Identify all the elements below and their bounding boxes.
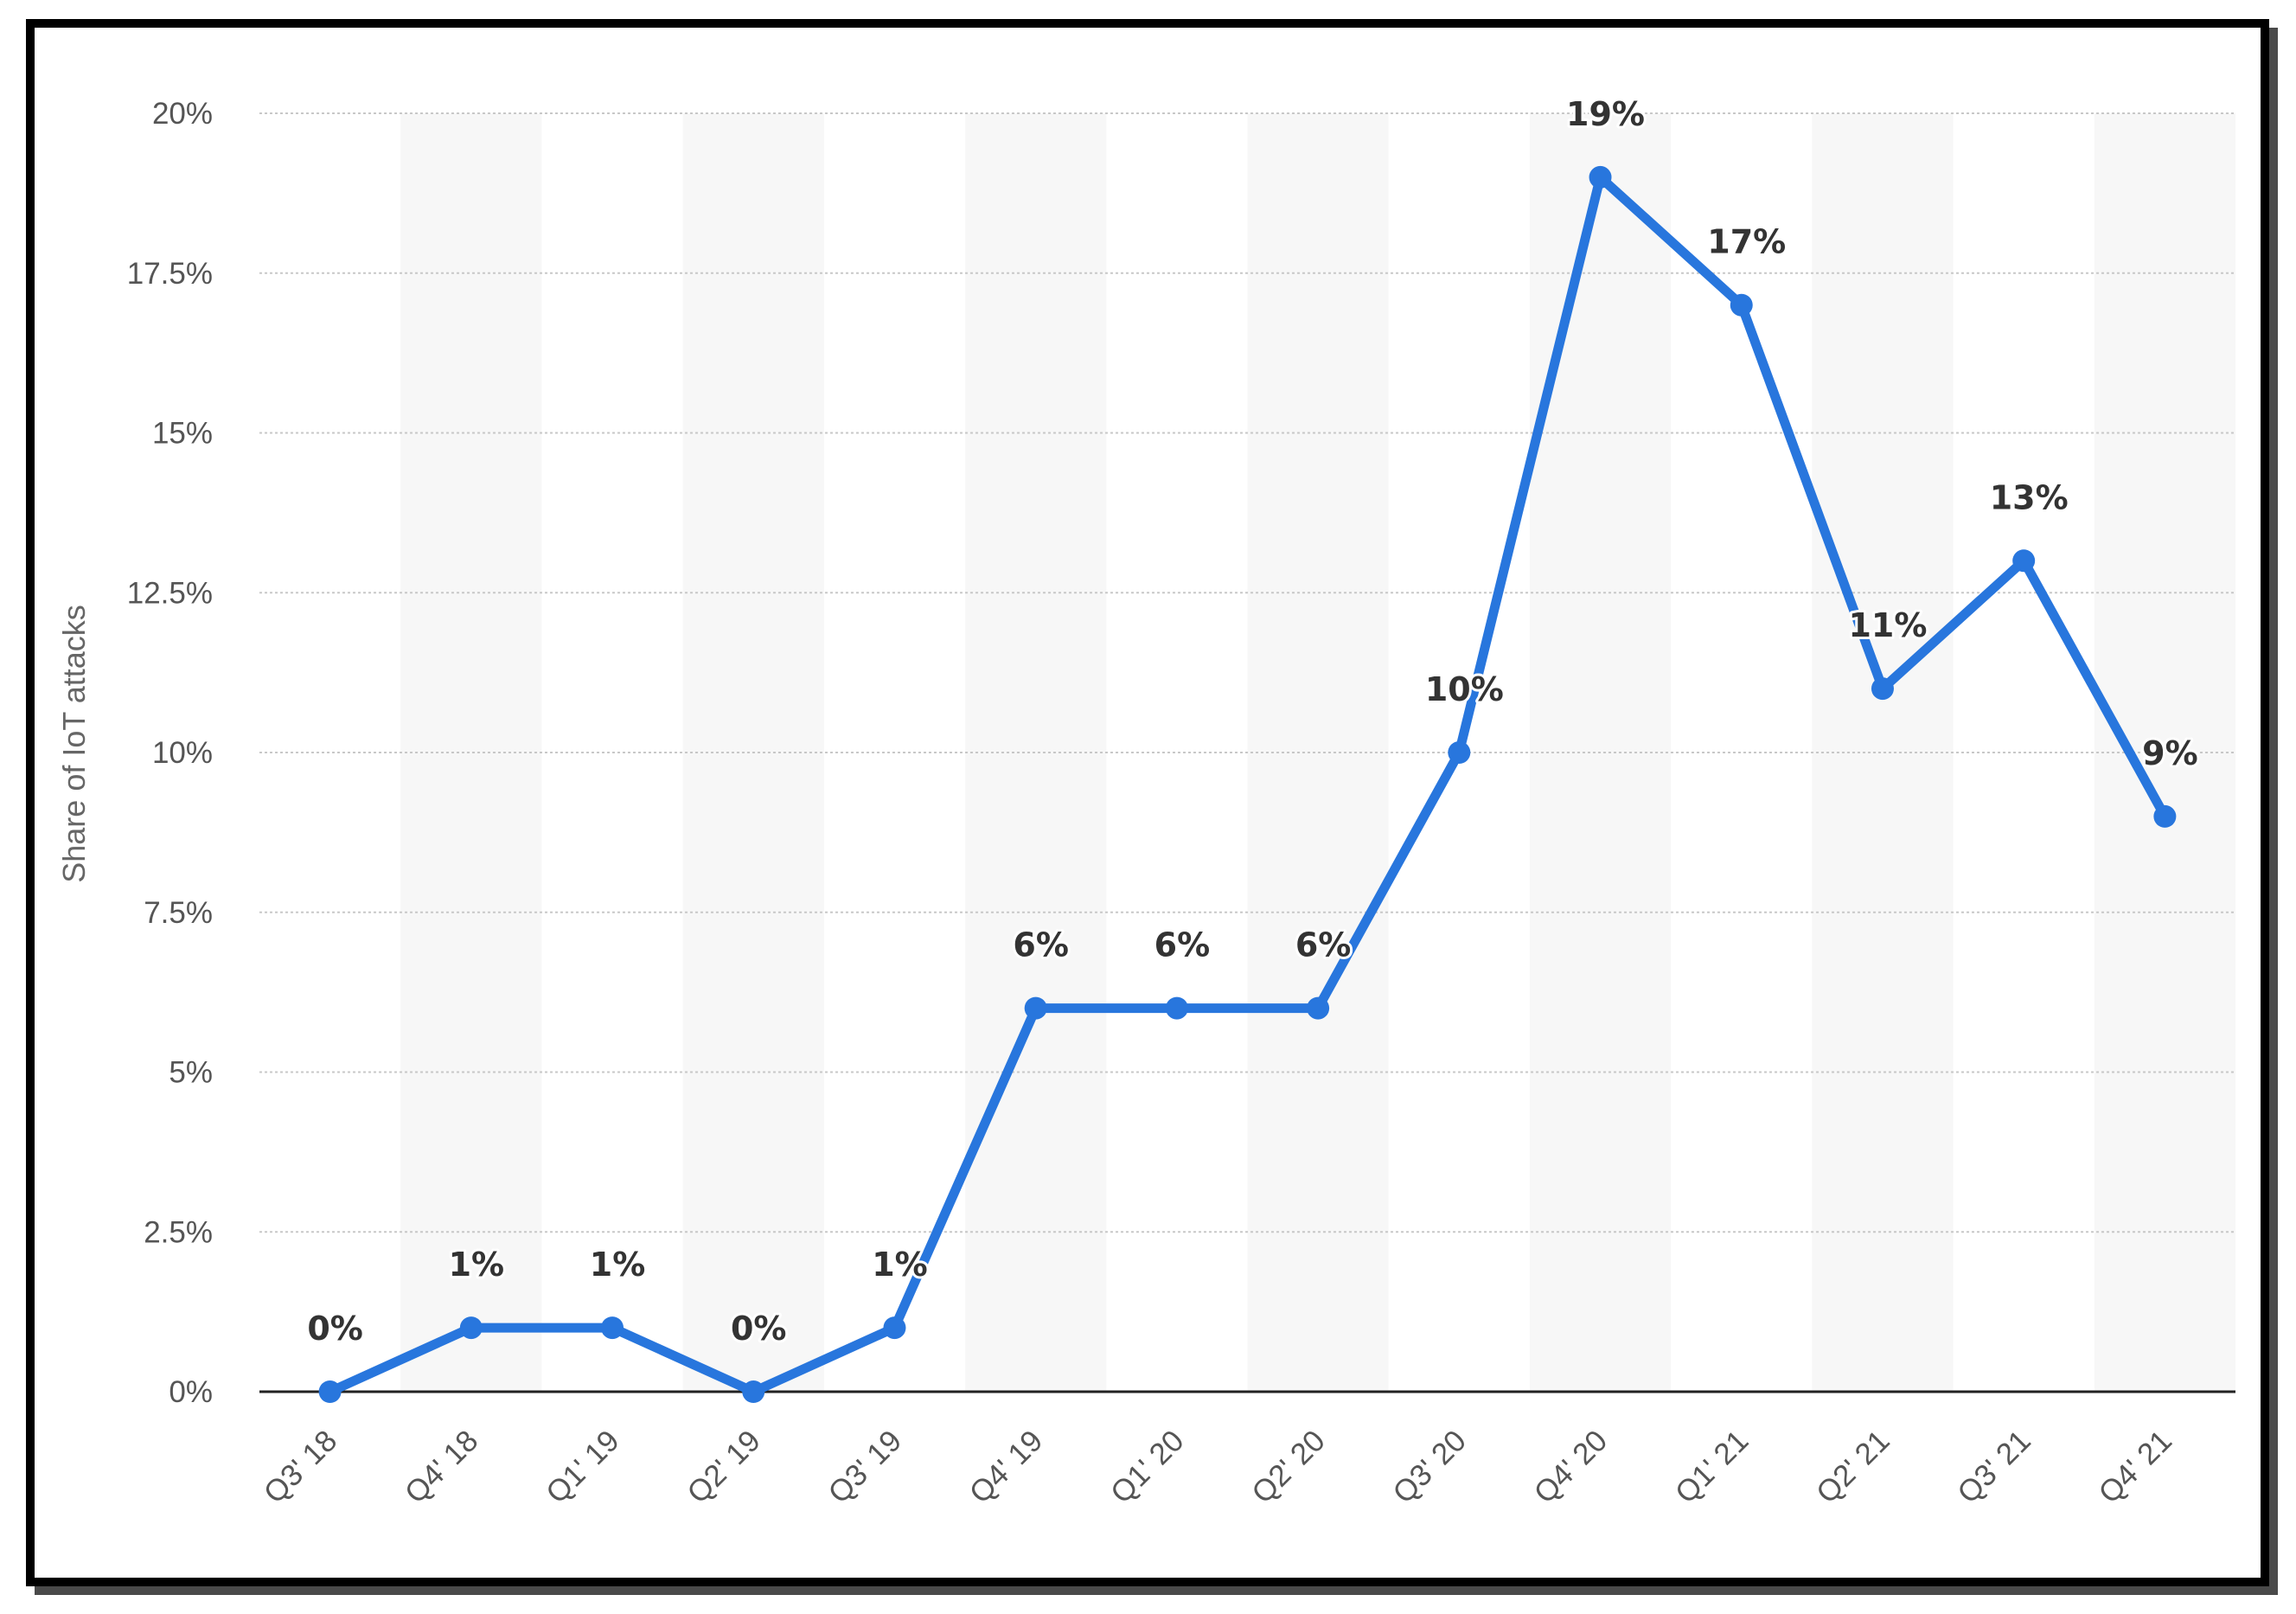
data-point[interactable] [318, 1380, 342, 1403]
x-tick-label: Q3' 21 [1951, 1424, 2037, 1510]
x-tick-label: Q1' 20 [1104, 1424, 1191, 1510]
column-band [1812, 113, 1954, 1392]
y-tick-label: 10% [152, 736, 213, 770]
x-tick-label: Q4' 21 [2092, 1424, 2178, 1510]
data-label: 1% [872, 1246, 928, 1284]
data-point[interactable] [2012, 549, 2036, 573]
data-point[interactable] [459, 1316, 483, 1340]
data-label: 6% [1013, 926, 1069, 964]
data-label: 10% [1425, 670, 1504, 708]
data-points [318, 165, 2177, 1403]
data-label: 6% [1154, 926, 1211, 964]
y-tick-label: 2.5% [144, 1215, 213, 1249]
y-axis-ticks: 0% 2.5% 5% 7.5% 10% 12.5% 15% 17.5% 20% [127, 97, 213, 1409]
x-axis-ticks: Q3' 18 Q4' 18 Q1' 19 Q2' 19 Q3' 19 Q4' 19 Q1' … [258, 1424, 2179, 1510]
x-tick-label: Q3' 19 [822, 1424, 908, 1510]
x-tick-label: Q2' 20 [1245, 1424, 1332, 1510]
data-label: 19% [1566, 95, 1645, 133]
y-tick-label: 12.5% [127, 576, 213, 610]
x-tick-label: Q1' 19 [540, 1424, 626, 1510]
data-label: 0% [307, 1310, 363, 1348]
data-point[interactable] [1730, 293, 1753, 317]
data-point[interactable] [1307, 996, 1330, 1020]
y-tick-label: 20% [152, 97, 213, 131]
x-tick-label: Q2' 19 [681, 1424, 767, 1510]
data-point[interactable] [1165, 996, 1188, 1020]
data-point[interactable] [2153, 804, 2177, 828]
data-point[interactable] [883, 1316, 906, 1340]
y-tick-label: 15% [152, 417, 213, 451]
y-tick-label: 5% [169, 1056, 213, 1090]
data-label: 1% [590, 1246, 646, 1284]
data-point[interactable] [601, 1316, 624, 1340]
x-tick-label: Q2' 21 [1810, 1424, 1896, 1510]
y-axis-label: Share of IoT attacks [56, 605, 92, 883]
column-band [400, 113, 542, 1392]
y-tick-label: 17.5% [127, 257, 213, 291]
x-tick-label: Q3' 20 [1386, 1424, 1473, 1510]
x-tick-label: Q4' 20 [1527, 1424, 1614, 1510]
data-label: 13% [1990, 478, 2069, 516]
gridlines [259, 112, 2235, 1233]
y-tick-label: 0% [169, 1375, 213, 1409]
data-label: 0% [731, 1310, 787, 1348]
x-tick-label: Q4' 18 [399, 1424, 485, 1510]
data-point[interactable] [1448, 741, 1471, 764]
data-point[interactable] [1871, 677, 1894, 701]
data-label: 6% [1295, 926, 1352, 964]
y-tick-label: 7.5% [144, 896, 213, 930]
data-point[interactable] [1589, 165, 1612, 189]
data-label: 1% [449, 1246, 505, 1284]
data-label: 11% [1848, 606, 1927, 644]
x-tick-label: Q3' 18 [258, 1424, 344, 1510]
data-labels: 0% 1% 1% 0% 1% 6% 6% 6% 10% 19% 17% 11% 13% 9% [304, 93, 2200, 1350]
x-tick-label: Q1' 21 [1669, 1424, 1756, 1510]
data-point[interactable] [742, 1380, 765, 1403]
series-line [325, 172, 2170, 1397]
data-label: 9% [2142, 734, 2198, 772]
x-tick-label: Q4' 19 [963, 1424, 1050, 1510]
data-label: 17% [1707, 223, 1786, 261]
column-band [965, 113, 1107, 1392]
data-point[interactable] [1024, 996, 1047, 1020]
